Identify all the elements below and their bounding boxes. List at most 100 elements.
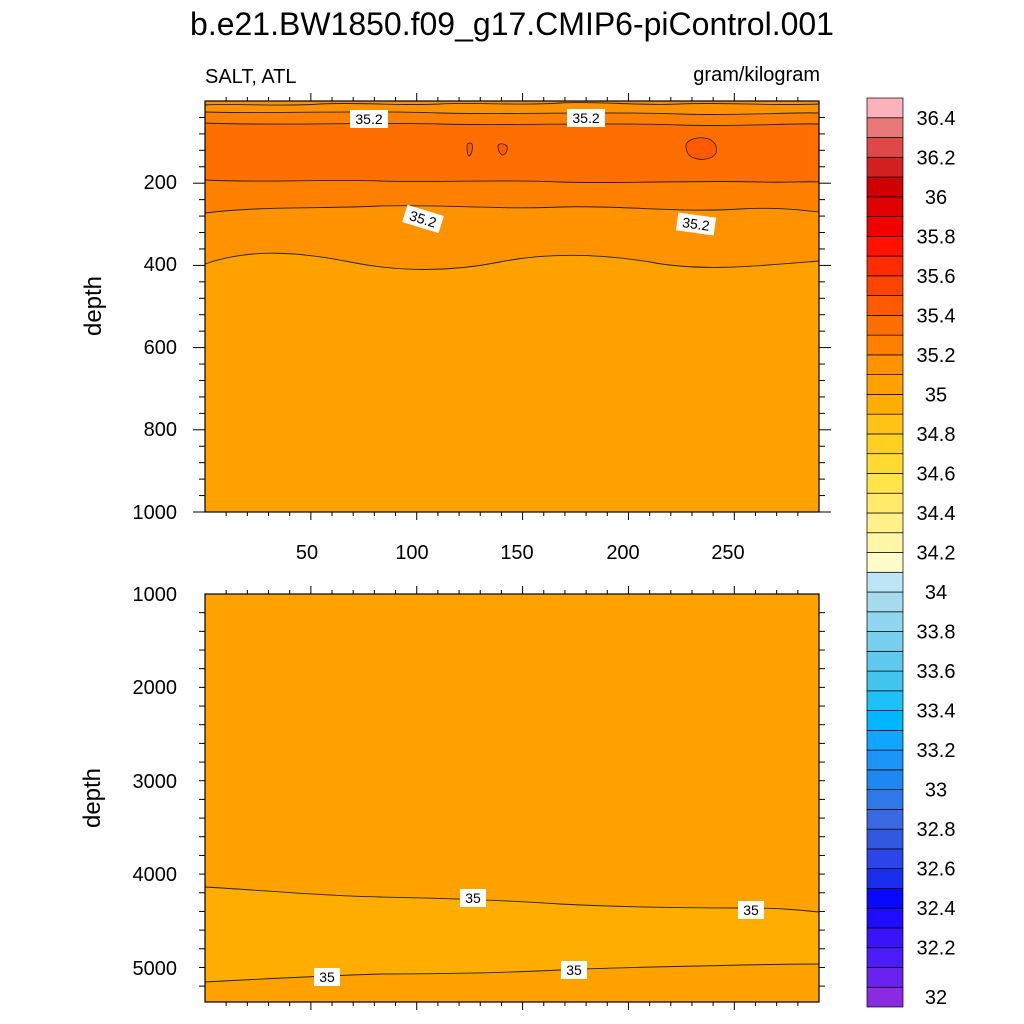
colorbar-box	[866, 749, 904, 771]
colorbar-box	[866, 828, 904, 850]
colorbar-box	[866, 670, 904, 692]
upper-x-tick-label: 150	[500, 542, 533, 564]
upper-y-tick-labels: 200 400 600 800 1000	[133, 172, 178, 524]
lower-contour-label-4: 35	[314, 968, 340, 986]
upper-contour-label-text: 35.2	[572, 110, 599, 126]
lower-y-tick-label: 4000	[133, 864, 178, 886]
upper-x-tick-label: 100	[395, 542, 428, 564]
upper-contour-label-1: 35.2	[350, 110, 388, 128]
colorbar-tick-label: 36.2	[917, 147, 956, 169]
upper-y-tick-label: 600	[144, 337, 177, 359]
upper-salty-patch-mid	[497, 143, 508, 156]
colorbar-box	[866, 216, 904, 237]
colorbar-labels: 32 32.2 32.4 32.6 32.8 33 33.2 33.4 33.6 33.8 34 34…	[917, 108, 956, 1009]
colorbar-box	[866, 235, 904, 257]
upper-tick-marks	[193, 93, 831, 520]
lower-contour-label-text: 35	[319, 969, 335, 985]
colorbar-tick-label: 35.8	[917, 226, 956, 248]
units-label: gram/kilogram	[693, 64, 820, 86]
colorbar-box	[866, 453, 904, 474]
colorbar-box	[866, 433, 904, 455]
lower-contour-label-2: 35	[738, 901, 764, 919]
colorbar-tick-label: 35.4	[917, 305, 956, 327]
upper-contour-line	[204, 102, 820, 106]
colorbar-box	[866, 255, 904, 277]
upper-x-tick-label: 250	[711, 542, 744, 564]
colorbar-tick-label: 34.6	[917, 463, 956, 485]
colorbar-box	[866, 848, 904, 870]
lower-panel: 35 35 35 35 1000 2000 3000 4000 5000 de	[79, 584, 825, 1010]
colorbar-tick-label: 33.4	[917, 701, 956, 723]
colorbar-box	[866, 473, 904, 494]
upper-panel-frame	[204, 100, 820, 513]
colorbar-tick-label: 35.6	[917, 266, 956, 288]
lower-contour-label-text: 35	[743, 902, 759, 918]
colorbar-box	[866, 512, 904, 534]
colorbar-box	[866, 591, 904, 613]
colorbar-box	[866, 354, 904, 376]
colorbar-box	[866, 907, 904, 929]
colorbar-tick-label: 32.8	[917, 819, 956, 841]
colorbar-box	[866, 868, 904, 889]
colorbar-tick-label: 33.8	[917, 622, 956, 644]
colorbar-tick-label: 36.4	[917, 108, 956, 130]
colorbar-tick-label: 32.4	[917, 898, 956, 920]
upper-salty-patch-west	[466, 142, 473, 157]
lower-y-tick-label: 1000	[133, 584, 178, 606]
colorbar-box	[866, 888, 904, 909]
colorbar-box	[866, 334, 904, 356]
upper-contour-label-text: 35.2	[408, 207, 439, 230]
upper-x-tick-label: 50	[296, 542, 318, 564]
lower-y-tick-labels: 1000 2000 3000 4000 5000	[133, 584, 178, 980]
colorbar-boxes	[866, 97, 904, 1008]
colorbar-box	[866, 117, 904, 138]
colorbar-tick-label: 36	[925, 187, 947, 209]
lower-contour-labels: 35 35 35 35	[314, 889, 764, 986]
variable-label: SALT, ATL	[205, 66, 297, 88]
upper-salty-patch-east	[685, 137, 717, 160]
upper-x-tick-label: 200	[606, 542, 639, 564]
upper-panel: 35.2 35.2 35.2 35.2 200 400 600 800 1000	[80, 93, 831, 564]
colorbar-box	[866, 394, 904, 415]
upper-y-tick-label: 800	[144, 419, 177, 441]
upper-y-tick-label: 1000	[133, 502, 178, 524]
lower-contour-line	[204, 963, 820, 983]
upper-x-tick-labels: 50 100 150 200 250	[296, 542, 745, 564]
lower-contour-label-text: 35	[465, 890, 481, 906]
lower-contour-label-3: 35	[561, 961, 587, 979]
figure-title: b.e21.BW1850.f09_g17.CMIP6-piControl.001	[190, 6, 834, 42]
colorbar-box	[866, 137, 904, 158]
colorbar-tick-label: 35	[925, 384, 947, 406]
colorbar-box	[866, 156, 904, 178]
upper-contour-labels: 35.2 35.2 35.2 35.2	[350, 109, 717, 236]
colorbar-box	[866, 690, 904, 711]
lower-y-tick-label: 5000	[133, 958, 178, 980]
upper-contour-label-text: 35.2	[355, 111, 382, 127]
colorbar-tick-label: 34.4	[917, 503, 956, 525]
lower-band-34-9	[205, 887, 819, 982]
colorbar-tick-label: 33	[925, 780, 947, 802]
colorbar-box	[866, 492, 904, 514]
colorbar-tick-label: 35.2	[917, 345, 956, 367]
upper-contour-lines	[204, 102, 820, 270]
colorbar-box	[866, 571, 904, 593]
upper-contour-line	[204, 205, 820, 214]
colorbar-box	[866, 710, 904, 731]
upper-y-axis-title: depth	[80, 276, 107, 336]
colorbar-box	[866, 97, 904, 119]
lower-y-axis-title: depth	[79, 768, 106, 828]
colorbar-box	[866, 789, 904, 810]
lower-contour-label-text: 35	[566, 962, 582, 978]
colorbar-box	[866, 374, 904, 395]
colorbar-box	[866, 611, 904, 632]
upper-contour-label-2: 35.2	[567, 109, 605, 127]
colorbar-box	[866, 809, 904, 830]
colorbar-tick-label: 34.2	[917, 543, 956, 565]
lower-contour-label-1: 35	[460, 889, 486, 907]
colorbar-tick-label: 33.6	[917, 661, 956, 683]
upper-y-tick-label: 200	[144, 172, 177, 194]
colorbar-box	[866, 631, 904, 652]
colorbar-box	[866, 295, 904, 316]
colorbar-box	[866, 650, 904, 672]
